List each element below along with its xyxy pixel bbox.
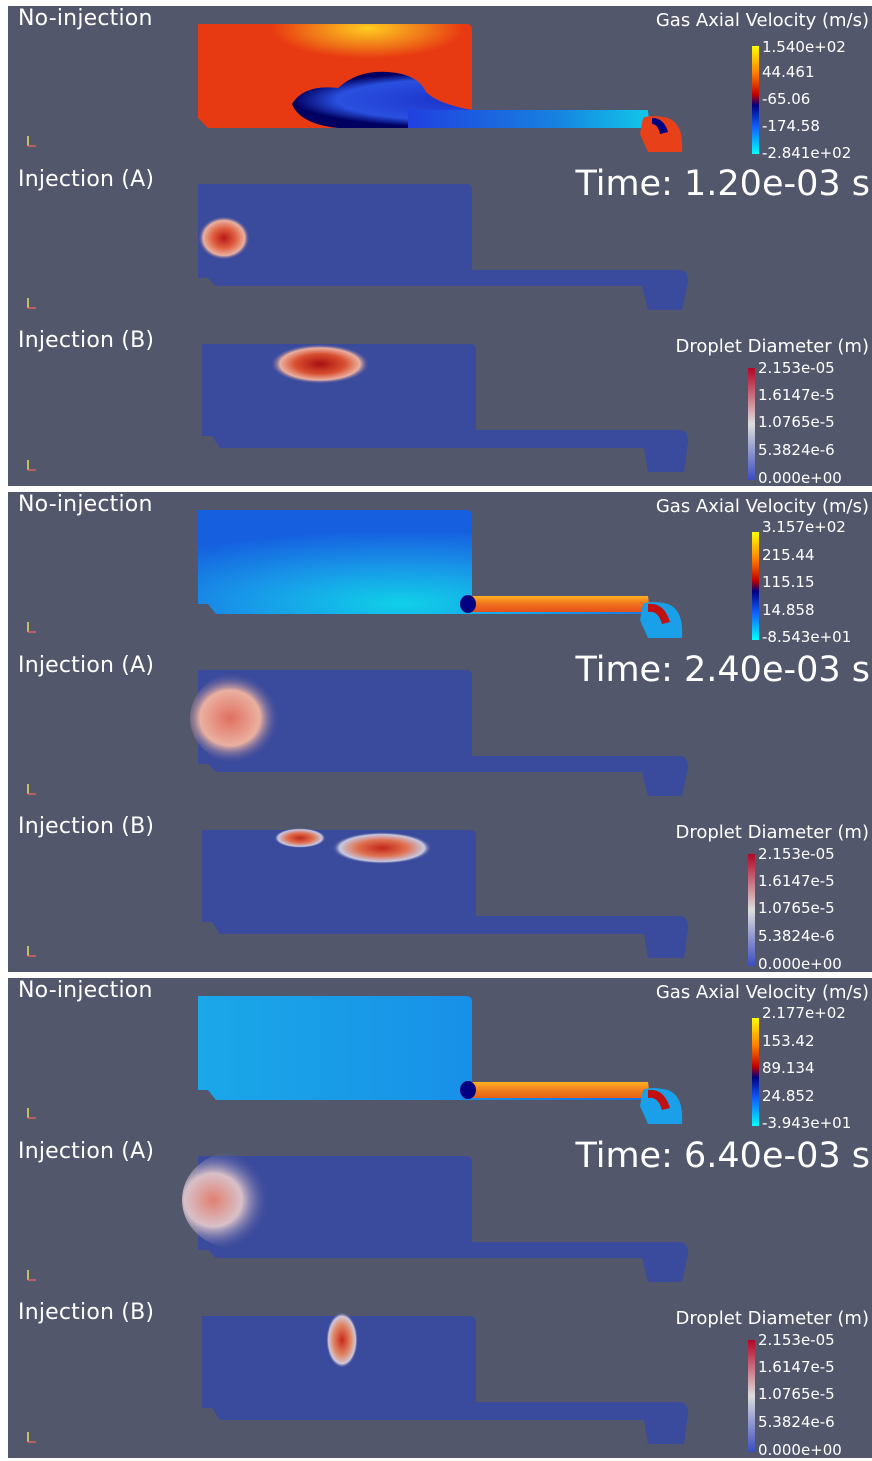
velocity-field-row-1 [198, 24, 683, 152]
droplet-field-row-2 [190, 670, 688, 796]
velocity-tick: 115.15 [762, 573, 815, 591]
velocity-field-row-1 [198, 510, 683, 638]
droplet-field-row-3 [202, 828, 688, 958]
row-label-no-injection: No-injection [18, 492, 153, 517]
velocity-legend-title: Gas Axial Velocity (m/s) [655, 982, 869, 1003]
simulation-block-3: No-injection Injection (A) Injection (B)… [8, 978, 872, 1458]
diameter-tick: 5.3824e-6 [758, 441, 835, 459]
orientation-axes-icon [27, 946, 36, 957]
diameter-legend-title: Droplet Diameter (m) [675, 1308, 870, 1329]
diameter-tick: 0.000e+00 [758, 1441, 842, 1458]
orientation-axes-icon [27, 460, 36, 471]
droplet-field-row-3 [202, 344, 688, 472]
row-label-injection-b: Injection (B) [18, 1300, 155, 1325]
simulation-block-1: No-injection Injection (A) Injection (B)… [8, 6, 872, 486]
velocity-colorbar-2 [752, 532, 759, 640]
velocity-tick: 3.157e+02 [762, 518, 846, 536]
row-label-injection-a: Injection (A) [18, 167, 155, 192]
diameter-tick: 5.3824e-6 [758, 927, 835, 945]
diameter-tick: 1.0765e-5 [758, 413, 835, 431]
velocity-colorbar-3 [752, 1018, 759, 1126]
orientation-axes-icon [27, 136, 36, 147]
velocity-tick: 24.852 [762, 1087, 815, 1105]
diameter-tick: 0.000e+00 [758, 955, 842, 972]
block-1-fields [198, 24, 759, 480]
row-label-injection-b: Injection (B) [18, 814, 155, 839]
diameter-tick: 1.6147e-5 [758, 872, 835, 890]
velocity-tick: -174.58 [762, 117, 820, 135]
row-label-injection-b: Injection (B) [18, 328, 155, 353]
velocity-tick: -3.943e+01 [762, 1114, 852, 1132]
diameter-tick: 1.6147e-5 [758, 1358, 835, 1376]
velocity-tick: 153.42 [762, 1032, 815, 1050]
diameter-tick: 0.000e+00 [758, 469, 842, 486]
velocity-tick: -65.06 [762, 90, 811, 108]
time-readout: Time: 1.20e-03 s [575, 164, 870, 204]
orientation-axes-icon [27, 1432, 36, 1443]
velocity-field-row-1 [198, 996, 683, 1124]
diameter-colorbar-2 [748, 854, 755, 966]
diameter-tick: 2.153e-05 [758, 359, 835, 377]
diameter-legend-title: Droplet Diameter (m) [675, 336, 870, 357]
orientation-axes-icon [27, 622, 36, 633]
orientation-axes-icon [27, 298, 36, 309]
time-readout: Time: 2.40e-03 s [575, 650, 870, 690]
orientation-axes-icon [27, 784, 36, 795]
orientation-axes-icon [27, 1270, 36, 1281]
velocity-legend-title: Gas Axial Velocity (m/s) [655, 496, 869, 517]
droplet-field-row-2 [182, 1152, 688, 1282]
velocity-legend-title: Gas Axial Velocity (m/s) [655, 10, 869, 31]
diameter-tick: 1.0765e-5 [758, 899, 835, 917]
diameter-colorbar-1 [748, 368, 755, 480]
diameter-colorbar-3 [748, 1340, 755, 1452]
velocity-tick: -8.543e+01 [762, 628, 852, 646]
droplet-field-row-2 [198, 184, 688, 310]
simulation-block-2: No-injection Injection (A) Injection (B)… [8, 492, 872, 972]
diameter-tick: 1.6147e-5 [758, 386, 835, 404]
block-2-fields [190, 510, 759, 966]
diameter-tick: 2.153e-05 [758, 1331, 835, 1349]
row-label-injection-a: Injection (A) [18, 653, 155, 678]
diameter-tick: 5.3824e-6 [758, 1413, 835, 1431]
velocity-tick: 1.540e+02 [762, 38, 846, 56]
diameter-tick: 2.153e-05 [758, 845, 835, 863]
row-label-injection-a: Injection (A) [18, 1139, 155, 1164]
row-label-no-injection: No-injection [18, 978, 153, 1003]
velocity-tick: 14.858 [762, 601, 815, 619]
orientation-axes-icon [27, 1108, 36, 1119]
velocity-colorbar-1 [752, 46, 759, 154]
velocity-tick: 2.177e+02 [762, 1004, 846, 1022]
velocity-tick: 215.44 [762, 546, 815, 564]
row-label-no-injection: No-injection [18, 6, 153, 31]
diameter-legend-title: Droplet Diameter (m) [675, 822, 870, 843]
velocity-tick: -2.841e+02 [762, 144, 852, 162]
velocity-tick: 89.134 [762, 1059, 815, 1077]
diameter-tick: 1.0765e-5 [758, 1385, 835, 1403]
droplet-field-row-3 [202, 1312, 688, 1444]
block-3-fields [182, 996, 759, 1452]
time-readout: Time: 6.40e-03 s [575, 1136, 870, 1176]
velocity-tick: 44.461 [762, 63, 815, 81]
